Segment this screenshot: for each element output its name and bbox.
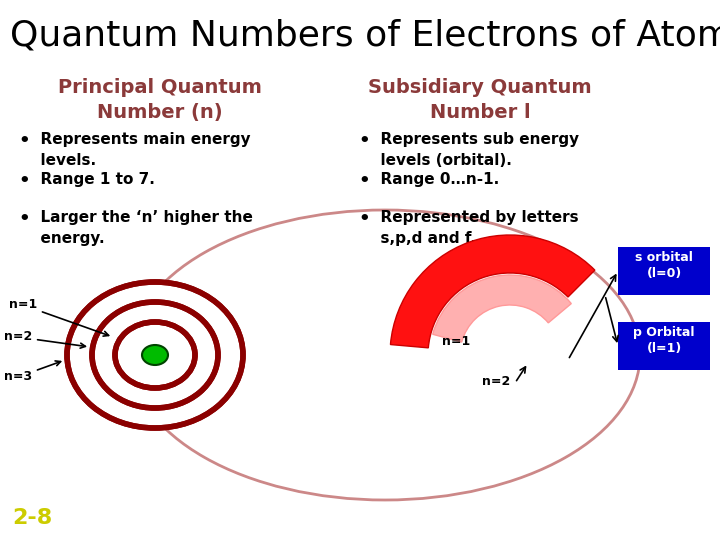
Text: Range 1 to 7.: Range 1 to 7.: [30, 172, 155, 187]
Text: •: •: [18, 132, 30, 150]
Text: p Orbital
(l=1): p Orbital (l=1): [634, 326, 695, 355]
Text: Represents main energy
  levels.: Represents main energy levels.: [30, 132, 251, 168]
Ellipse shape: [67, 282, 243, 428]
Text: •: •: [18, 210, 30, 228]
Text: n=1: n=1: [442, 335, 470, 348]
Text: s orbital
(l=0): s orbital (l=0): [635, 251, 693, 280]
Ellipse shape: [121, 327, 189, 383]
Text: Larger the ‘n’ higher the
  energy.: Larger the ‘n’ higher the energy.: [30, 210, 253, 246]
Text: n=2: n=2: [482, 375, 510, 388]
Text: Principal Quantum
Number (n): Principal Quantum Number (n): [58, 78, 262, 122]
Text: •: •: [358, 132, 369, 150]
Text: n=3: n=3: [4, 361, 60, 383]
Text: •: •: [18, 172, 30, 190]
Text: Quantum Numbers of Electrons of Atoms: Quantum Numbers of Electrons of Atoms: [10, 18, 720, 52]
Ellipse shape: [92, 302, 218, 408]
Text: Represents sub energy
  levels (orbital).: Represents sub energy levels (orbital).: [370, 132, 579, 168]
Text: n=2: n=2: [4, 330, 86, 348]
Text: Range 0…n-1.: Range 0…n-1.: [370, 172, 499, 187]
Ellipse shape: [142, 345, 168, 365]
Text: 2-8: 2-8: [12, 508, 53, 528]
Text: Subsidiary Quantum
Number l: Subsidiary Quantum Number l: [368, 78, 592, 122]
Text: n=1: n=1: [9, 299, 109, 336]
Wedge shape: [433, 275, 571, 342]
FancyBboxPatch shape: [618, 322, 710, 370]
Text: •: •: [358, 210, 369, 228]
Wedge shape: [390, 235, 595, 348]
Text: •: •: [358, 172, 369, 190]
Ellipse shape: [115, 322, 195, 388]
Text: Represented by letters
  s,p,d and f.: Represented by letters s,p,d and f.: [370, 210, 579, 246]
FancyBboxPatch shape: [618, 247, 710, 295]
